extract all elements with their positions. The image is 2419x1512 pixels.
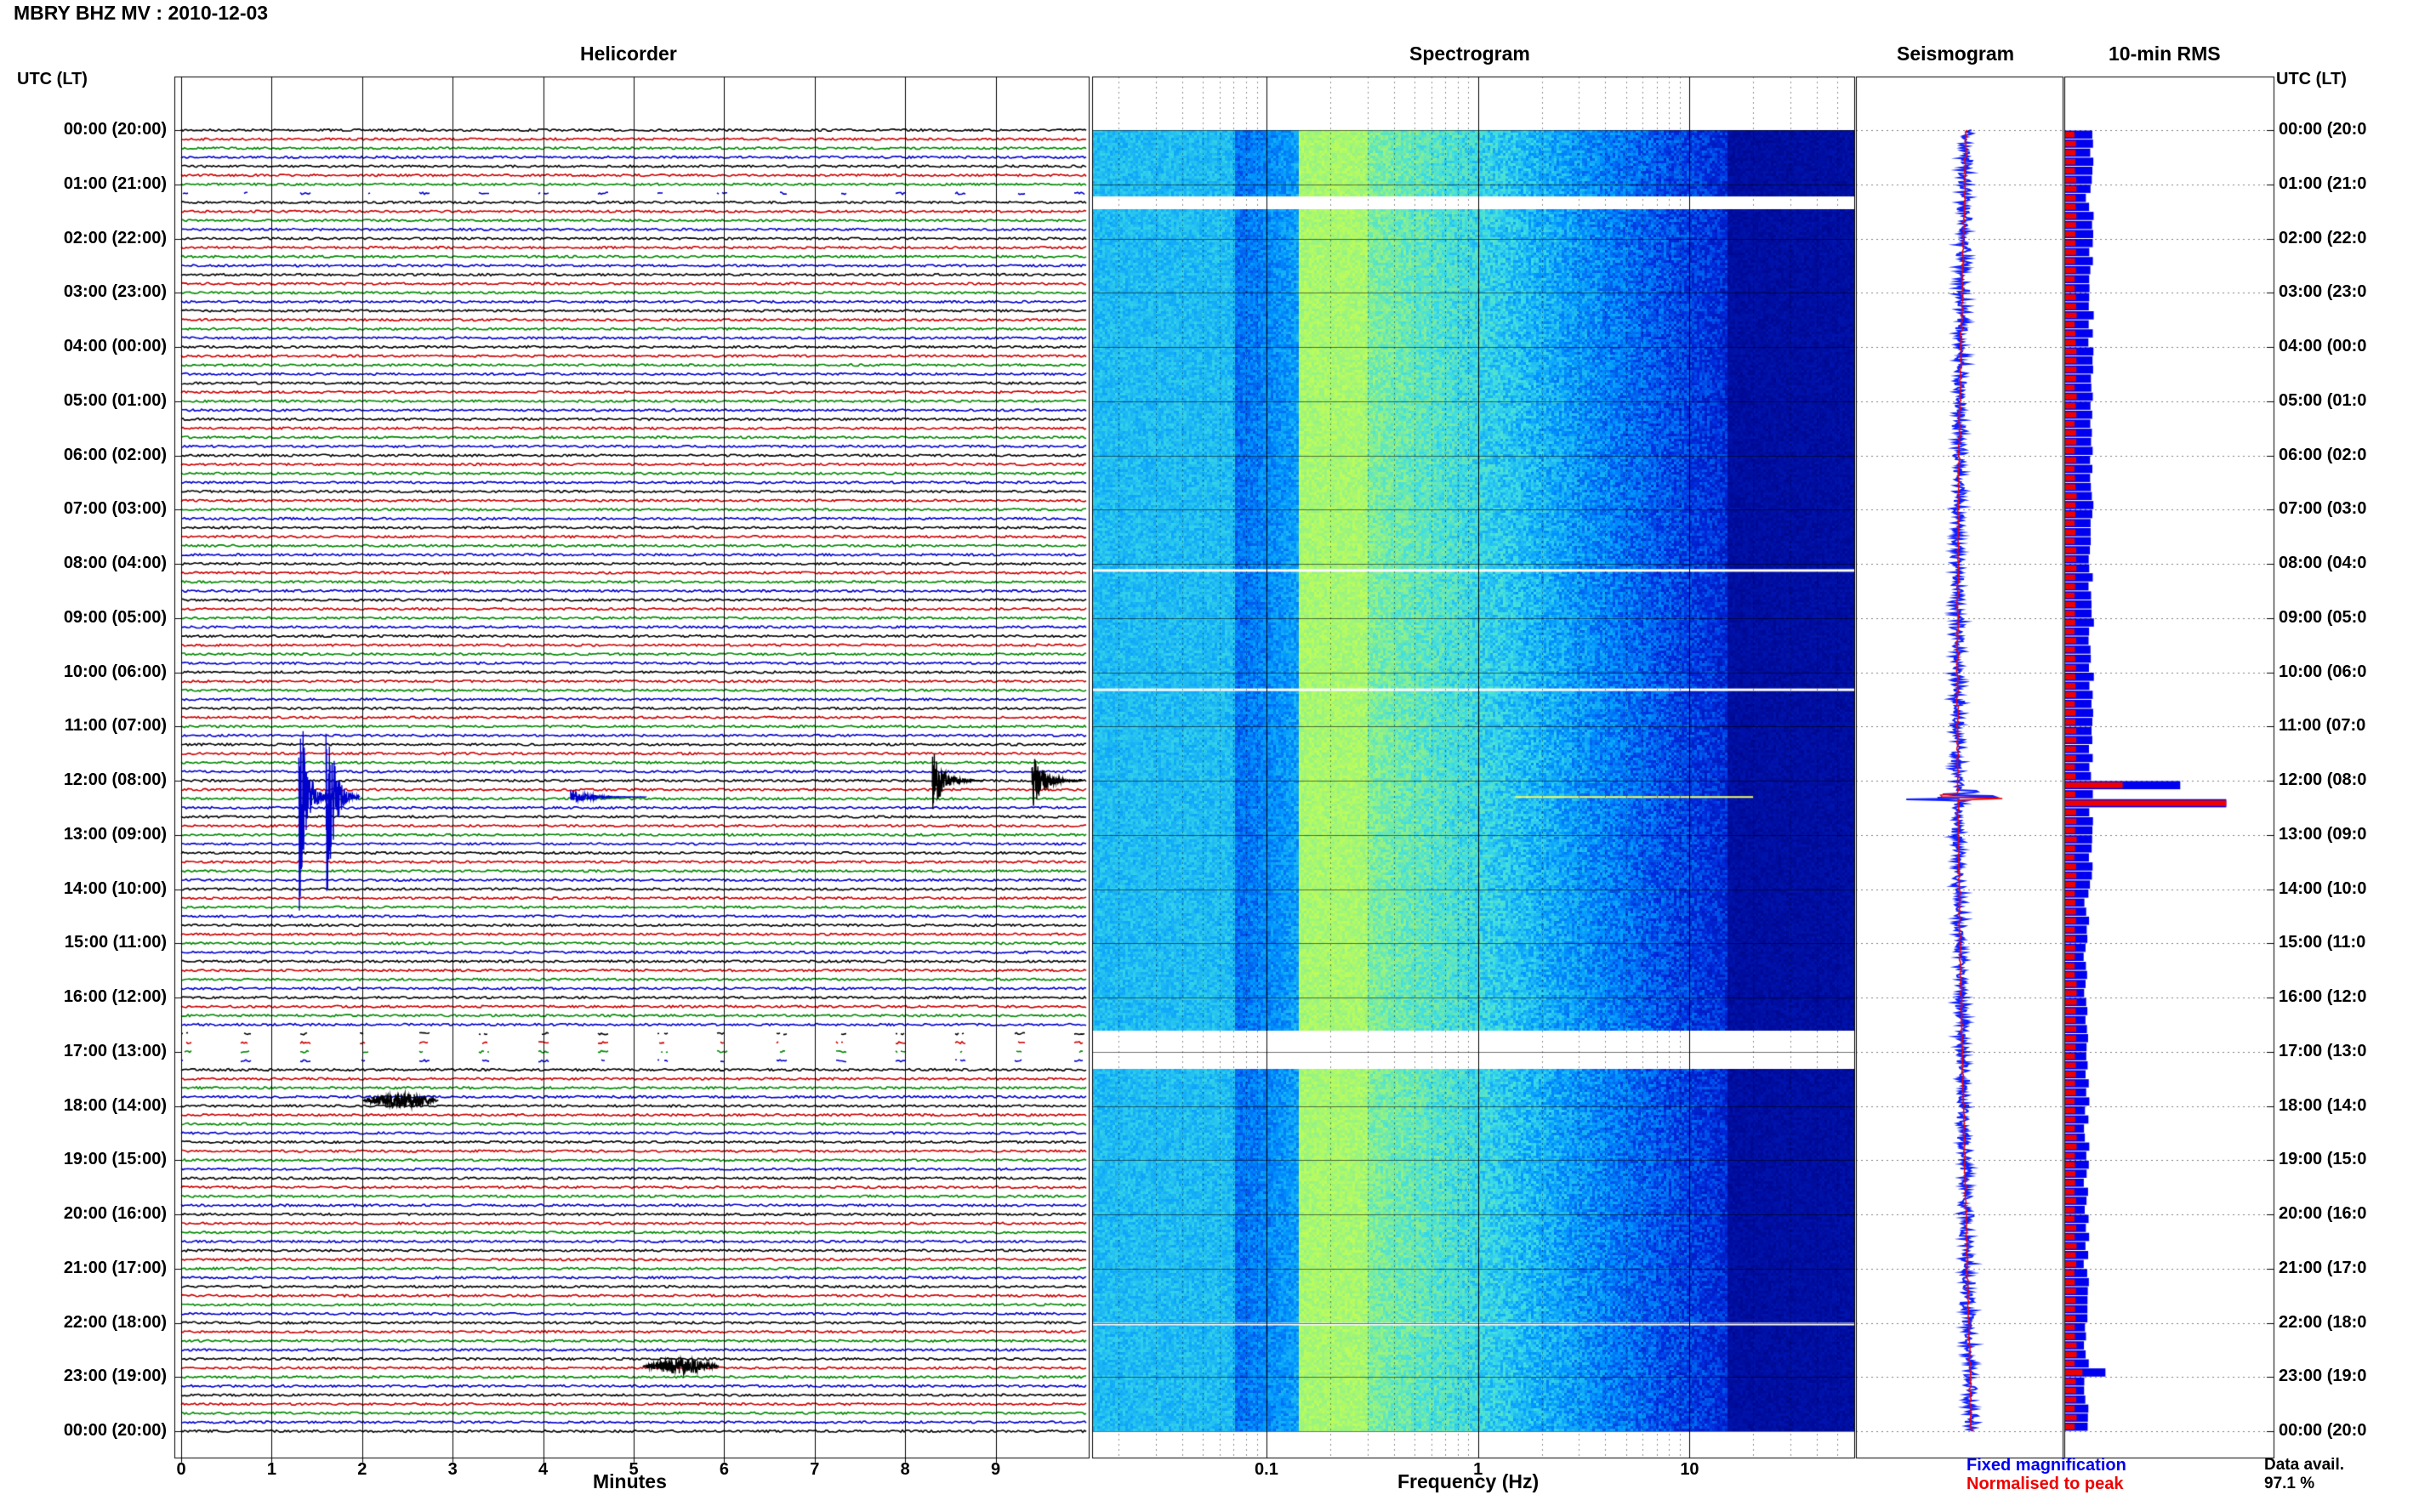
time-tick-left: 19:00 (15:00) (63, 1150, 167, 1169)
frequency-tick: 0.1 (1255, 1460, 1278, 1479)
helicorder-xlabel: Minutes (593, 1470, 667, 1492)
utc-header-left: UTC (LT) (17, 70, 88, 88)
legend-normalised-to-peak: Normalised to peak (1967, 1475, 2124, 1493)
time-tick-right: 14:00 (10:0 (2279, 878, 2367, 898)
minute-tick: 9 (991, 1460, 1001, 1479)
seismogram-title: Seismogram (1897, 43, 2015, 65)
time-tick-right: 21:00 (17:0 (2279, 1258, 2367, 1277)
time-tick-left: 16:00 (12:00) (63, 987, 167, 1006)
time-tick-left: 13:00 (09:00) (63, 824, 167, 844)
time-tick-left: 00:00 (20:00) (63, 120, 167, 139)
time-tick-right: 11:00 (07:0 (2279, 716, 2366, 736)
minute-tick: 5 (629, 1460, 639, 1479)
time-tick-right: 04:00 (00:0 (2279, 337, 2367, 355)
time-tick-right: 00:00 (20:0 (2279, 1421, 2367, 1440)
helicorder-title: Helicorder (580, 43, 677, 65)
page-title: MBRY BHZ MV : 2010-12-03 (14, 2, 269, 24)
time-tick-right: 16:00 (12:0 (2279, 987, 2367, 1006)
data-avail-value: 97.1 % (2264, 1475, 2315, 1492)
time-tick-right: 06:00 (02:0 (2279, 445, 2367, 464)
time-tick-right: 09:00 (05:0 (2279, 607, 2367, 627)
frequency-tick: 10 (1680, 1460, 1699, 1479)
time-tick-right: 03:00 (23:0 (2279, 282, 2367, 302)
time-tick-right: 05:00 (01:0 (2279, 390, 2367, 410)
time-tick-left: 20:00 (16:00) (63, 1204, 167, 1223)
minute-tick: 1 (266, 1460, 276, 1479)
minute-tick: 8 (900, 1460, 910, 1479)
time-tick-left: 01:00 (21:00) (63, 173, 167, 193)
time-tick-left: 06:00 (02:00) (63, 445, 167, 464)
time-tick-right: 15:00 (11:0 (2279, 933, 2366, 952)
time-tick-left: 11:00 (07:00) (64, 716, 167, 736)
time-tick-left: 03:00 (23:00) (63, 282, 167, 302)
time-tick-left: 22:00 (18:00) (63, 1312, 167, 1332)
frequency-tick: 1 (1473, 1460, 1483, 1479)
time-tick-right: 10:00 (06:0 (2279, 662, 2367, 681)
time-tick-right: 22:00 (18:0 (2279, 1312, 2367, 1332)
time-tick-left: 23:00 (19:00) (63, 1367, 167, 1386)
minute-tick: 2 (357, 1460, 367, 1479)
time-tick-left: 04:00 (00:00) (63, 337, 167, 355)
time-tick-left: 21:00 (17:00) (63, 1258, 167, 1277)
rms-title: 10-min RMS (2109, 43, 2221, 65)
time-tick-right: 12:00 (08:0 (2279, 770, 2367, 789)
time-tick-right: 00:00 (20:0 (2279, 120, 2367, 139)
minute-tick: 4 (538, 1460, 549, 1479)
data-avail-label: Data avail. (2264, 1456, 2344, 1474)
time-tick-right: 19:00 (15:0 (2279, 1150, 2367, 1169)
utc-header-right: UTC (LT) (2276, 70, 2347, 88)
time-tick-left: 14:00 (10:00) (63, 878, 167, 898)
time-tick-left: 02:00 (22:00) (63, 228, 167, 247)
time-tick-left: 00:00 (20:00) (63, 1421, 167, 1440)
time-tick-right: 20:00 (16:0 (2279, 1204, 2367, 1223)
time-tick-right: 18:00 (14:0 (2279, 1095, 2367, 1115)
time-tick-left: 08:00 (04:00) (63, 554, 167, 572)
time-tick-right: 08:00 (04:0 (2279, 554, 2367, 572)
legend-fixed-magnification: Fixed magnification (1967, 1456, 2126, 1475)
time-tick-right: 01:00 (21:0 (2279, 173, 2367, 193)
time-tick-left: 12:00 (08:00) (63, 770, 167, 789)
spectrogram-title: Spectrogram (1409, 43, 1530, 65)
time-tick-left: 05:00 (01:00) (63, 390, 167, 410)
minute-tick: 6 (719, 1460, 729, 1479)
time-tick-left: 15:00 (11:00) (64, 933, 167, 952)
time-tick-left: 10:00 (06:00) (63, 662, 167, 681)
time-tick-left: 07:00 (03:00) (63, 499, 167, 519)
time-tick-left: 18:00 (14:00) (63, 1095, 167, 1115)
time-tick-right: 07:00 (03:0 (2279, 499, 2367, 519)
time-tick-left: 17:00 (13:00) (63, 1041, 167, 1060)
time-tick-right: 23:00 (19:0 (2279, 1367, 2367, 1386)
time-tick-right: 02:00 (22:0 (2279, 228, 2367, 247)
minute-tick: 7 (810, 1460, 820, 1479)
time-tick-right: 13:00 (09:0 (2279, 824, 2367, 844)
time-tick-left: 09:00 (05:00) (63, 607, 167, 627)
minute-tick: 3 (447, 1460, 458, 1479)
minute-tick: 0 (176, 1460, 186, 1479)
spectrogram-xlabel: Frequency (Hz) (1397, 1470, 1540, 1492)
time-tick-right: 17:00 (13:0 (2279, 1041, 2367, 1060)
